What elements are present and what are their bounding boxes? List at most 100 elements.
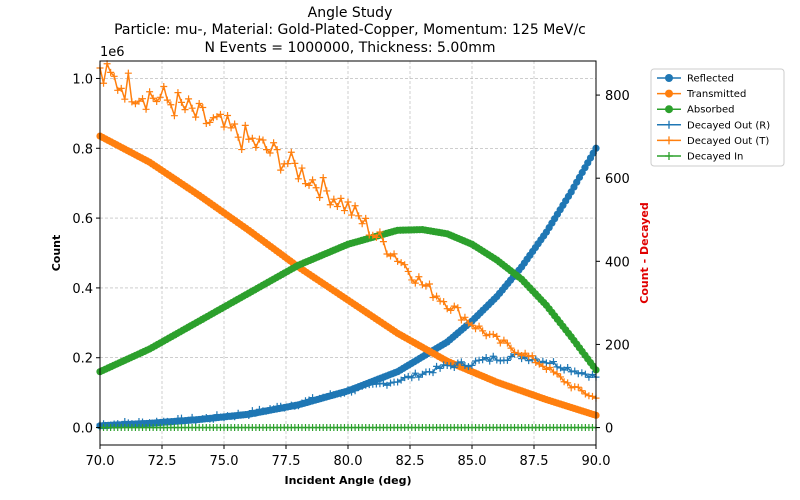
y-axis-multiplier: 1e6 bbox=[100, 45, 125, 60]
data-point bbox=[372, 233, 380, 241]
y-tick-label-left: 0.0 bbox=[72, 422, 93, 437]
legend-marker bbox=[665, 74, 673, 82]
y-tick-label-left: 0.2 bbox=[72, 352, 93, 367]
data-point bbox=[390, 250, 398, 258]
data-point bbox=[376, 228, 384, 236]
data-point bbox=[532, 359, 540, 367]
data-point bbox=[549, 358, 557, 366]
x-tick-label: 77.5 bbox=[272, 454, 301, 469]
data-point bbox=[114, 86, 122, 94]
data-point bbox=[415, 273, 423, 281]
data-point bbox=[192, 417, 200, 425]
data-point bbox=[383, 250, 391, 258]
data-point bbox=[379, 379, 387, 387]
y-tick-label-right: 200 bbox=[605, 338, 630, 353]
data-point bbox=[121, 95, 129, 103]
data-point bbox=[199, 415, 207, 423]
data-point bbox=[195, 99, 203, 107]
data-point bbox=[231, 120, 239, 128]
data-point bbox=[581, 390, 589, 398]
data-point bbox=[174, 89, 182, 97]
data-point bbox=[170, 112, 178, 120]
y-tick-label-left: 0.6 bbox=[72, 212, 93, 227]
data-point bbox=[404, 267, 412, 275]
data-point bbox=[454, 304, 462, 312]
data-point bbox=[507, 344, 515, 352]
legend-item: Transmitted bbox=[657, 89, 746, 100]
data-point bbox=[404, 372, 412, 380]
data-point bbox=[149, 94, 157, 102]
legend-label: Absorbed bbox=[687, 105, 734, 116]
data-point bbox=[482, 332, 490, 340]
data-point bbox=[259, 136, 267, 144]
data-point bbox=[564, 363, 572, 371]
data-point bbox=[209, 415, 217, 423]
data-point bbox=[270, 405, 278, 413]
data-point bbox=[472, 325, 480, 333]
data-point bbox=[351, 387, 359, 395]
x-tick-label: 87.5 bbox=[520, 454, 549, 469]
data-point bbox=[344, 198, 352, 206]
data-point bbox=[266, 149, 274, 157]
data-point bbox=[358, 220, 366, 228]
data-point bbox=[468, 321, 476, 329]
y-tick-label-right: 400 bbox=[605, 255, 630, 270]
data-point bbox=[107, 68, 115, 76]
legend-item: Decayed Out (T) bbox=[657, 136, 769, 147]
data-point bbox=[248, 407, 256, 415]
data-point bbox=[581, 370, 589, 378]
data-point bbox=[542, 365, 550, 373]
data-point bbox=[245, 135, 253, 143]
series-decayed-out-t- bbox=[96, 60, 600, 402]
data-point bbox=[319, 174, 327, 182]
data-point bbox=[156, 93, 164, 101]
data-point bbox=[383, 381, 391, 389]
data-point bbox=[486, 357, 494, 365]
y-axis-label-left: Count bbox=[50, 235, 63, 272]
data-point bbox=[216, 413, 224, 421]
data-point bbox=[280, 404, 288, 412]
data-point bbox=[241, 411, 249, 419]
legend-item: Absorbed bbox=[657, 105, 734, 116]
data-point bbox=[472, 357, 480, 365]
data-point bbox=[216, 110, 224, 118]
data-point bbox=[146, 88, 154, 96]
data-point bbox=[578, 387, 586, 395]
data-point bbox=[422, 282, 430, 290]
data-point bbox=[440, 361, 448, 369]
x-tick-label: 72.5 bbox=[148, 454, 177, 469]
data-point bbox=[454, 359, 462, 367]
data-point bbox=[340, 207, 348, 215]
title-line-2: Particle: mu-, Material: Gold-Plated-Cop… bbox=[114, 22, 586, 38]
data-point bbox=[493, 356, 501, 364]
data-point bbox=[298, 399, 306, 407]
legend-marker bbox=[665, 89, 673, 98]
data-point bbox=[479, 356, 487, 364]
data-point bbox=[117, 84, 125, 92]
series-decayed-out-r- bbox=[96, 350, 600, 430]
data-point bbox=[397, 376, 405, 384]
data-point bbox=[557, 373, 565, 381]
data-point bbox=[503, 339, 511, 347]
ticks: 70.0 72.5 75.0 77.5 80.0 82.5 85.0 87.5 90.0 0.0 0… bbox=[72, 72, 630, 469]
data-point bbox=[362, 214, 370, 222]
data-point bbox=[507, 353, 515, 361]
data-point bbox=[316, 394, 324, 402]
data-point bbox=[128, 98, 136, 106]
data-point bbox=[301, 397, 309, 405]
legend-marker bbox=[665, 152, 673, 160]
data-point bbox=[535, 360, 543, 368]
legend-item: Decayed Out (R) bbox=[657, 120, 770, 131]
data-point bbox=[429, 369, 437, 377]
data-point bbox=[369, 231, 377, 239]
data-point bbox=[312, 184, 320, 192]
chart-title: Angle Study Particle: mu-, Material: Gol… bbox=[114, 5, 586, 56]
data-point bbox=[415, 373, 423, 381]
x-tick-label: 80.0 bbox=[334, 454, 363, 469]
data-point bbox=[263, 407, 271, 415]
data-point bbox=[139, 95, 147, 103]
data-point bbox=[192, 113, 200, 121]
data-point bbox=[578, 369, 586, 377]
data-point bbox=[298, 164, 306, 172]
data-point bbox=[309, 176, 317, 184]
